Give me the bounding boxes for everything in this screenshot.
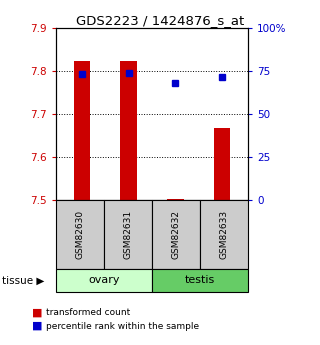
Text: tissue ▶: tissue ▶ [2,275,44,285]
Bar [214,128,230,200]
Text: ■: ■ [32,307,43,317]
Text: GSM82632: GSM82632 [172,210,180,259]
Bar [120,61,137,200]
Text: percentile rank within the sample: percentile rank within the sample [46,322,200,331]
Text: GSM82633: GSM82633 [220,210,228,259]
Bar [167,199,184,200]
Text: testis: testis [185,275,215,285]
Text: GDS2223 / 1424876_s_at: GDS2223 / 1424876_s_at [76,14,244,27]
Bar [74,61,90,200]
Text: GSM82631: GSM82631 [124,210,132,259]
Text: GSM82630: GSM82630 [76,210,84,259]
Text: ■: ■ [32,321,43,331]
Text: transformed count: transformed count [46,308,131,317]
Text: ovary: ovary [88,275,120,285]
